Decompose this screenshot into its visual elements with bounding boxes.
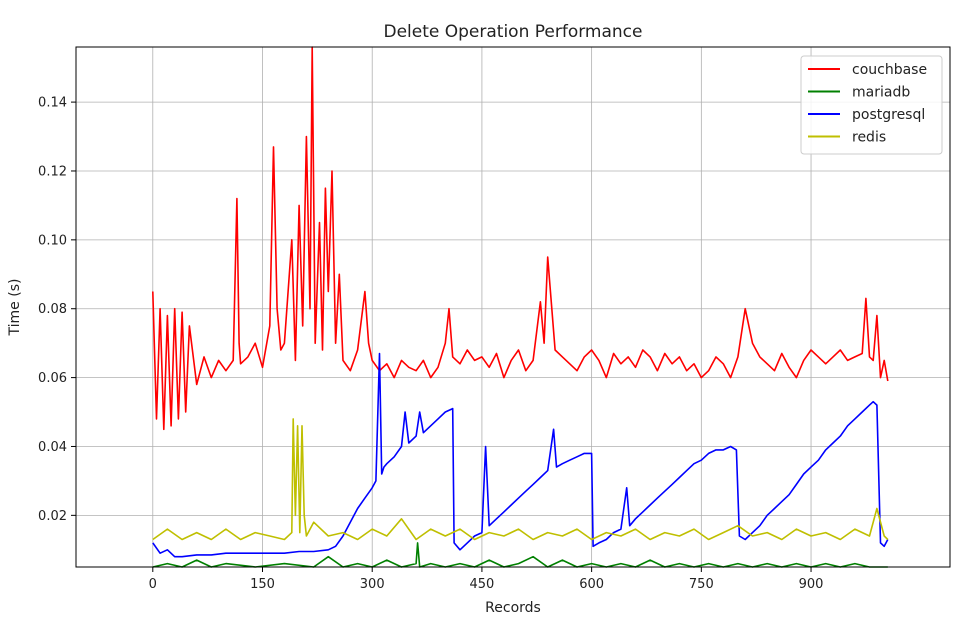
series-line-redis [152,418,889,541]
y-tick-label: 0.04 [38,440,67,455]
x-axis-title: Records [485,600,541,616]
y-tick-label: 0.12 [38,164,67,179]
legend-label-couchbase: couchbase [852,62,927,78]
y-tick-label: 0.02 [38,509,67,524]
legend: couchbase mariadb postgresql redis [800,55,943,155]
x-tick-label: 150 [250,577,275,592]
legend-box [800,55,943,155]
x-tick-label: 750 [689,577,714,592]
legend-label-postgresql: postgresql [852,107,925,123]
series-line-postgresql [152,352,889,558]
x-tick-label: 0 [149,577,157,592]
y-axis-title: Time (s) [7,279,23,337]
grid-lines [76,47,950,567]
plot-area-frame [75,46,951,568]
x-tick-label: 450 [470,577,495,592]
series-lines [152,46,889,568]
x-tick-label: 600 [579,577,604,592]
y-tick-label: 0.10 [38,233,67,248]
series-line-couchbase [152,46,889,431]
y-axis-ticks: 0.02 0.04 0.06 0.08 0.10 0.12 0.14 [38,96,76,524]
x-axis-ticks: 0 150 300 450 600 750 900 [149,567,824,592]
y-tick-label: 0.08 [38,302,67,317]
x-tick-label: 300 [360,577,385,592]
legend-label-redis: redis [852,130,886,146]
chart-title: Delete Operation Performance [384,22,643,42]
y-tick-label: 0.06 [38,371,67,386]
x-tick-label: 900 [799,577,824,592]
y-tick-label: 0.14 [38,96,67,111]
legend-label-mariadb: mariadb [852,85,910,101]
series-line-mariadb [152,542,888,568]
